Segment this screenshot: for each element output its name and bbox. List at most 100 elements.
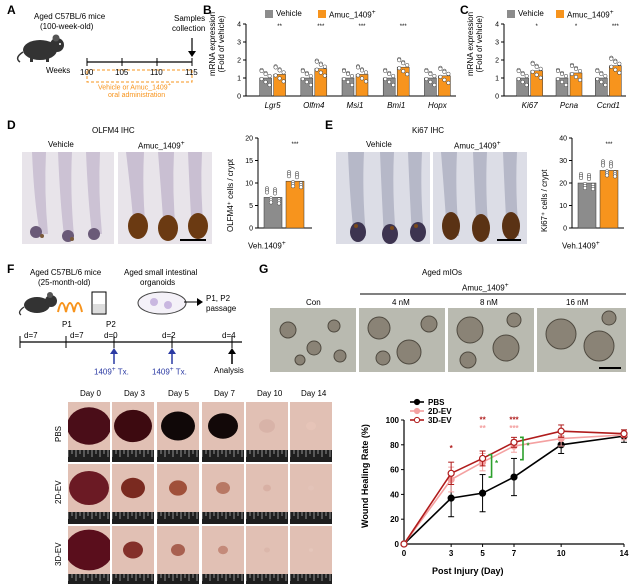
panel-d-dot [272, 191, 278, 196]
treatment-label-2: oral administration [108, 92, 166, 99]
panel-b-bar [424, 77, 437, 97]
panel-c-gene-label: Ki67 [522, 101, 539, 110]
panel-a-title-2: (100-week-old) [40, 22, 94, 31]
organoid-image-con [270, 308, 356, 372]
wound-photo [112, 526, 154, 584]
panel-b-dot [383, 76, 388, 82]
sig-green: * [495, 459, 499, 468]
legend-label: 2D-EV [428, 407, 452, 416]
wound-row-label-2d: 2D-EV [54, 480, 63, 504]
wound-day-label-4: Day 10 [257, 389, 283, 398]
panel-e-dot [604, 173, 610, 178]
wound-spot [259, 419, 275, 433]
panel-d-bar [285, 180, 305, 229]
panel-b-dot [363, 79, 369, 84]
panel-c-dot [534, 72, 539, 77]
panel-label-d: D [7, 118, 16, 132]
wound-spot [69, 471, 109, 505]
panel-c-ytick-label: 2 [495, 58, 499, 65]
panel-c-dot [530, 61, 535, 66]
wound-chart-xtick-label: 7 [512, 549, 517, 558]
data-point [510, 473, 518, 481]
wound-photo [290, 464, 332, 524]
panel-e-dot [612, 174, 618, 179]
wound-chart-xlabel: Post Injury (Day) [432, 566, 504, 576]
panel-f-title-2: (25-month-old) [38, 278, 91, 287]
panel-d-right-label: Amuc_1409+ [138, 140, 185, 151]
panel-c-dot [573, 74, 579, 80]
wound-chart-ytick-label: 100 [386, 416, 400, 425]
panel-c-ytick-label: 3 [495, 40, 499, 47]
ruler-bar [202, 450, 244, 462]
panel-b-ytick-label: 1 [237, 76, 241, 83]
d0-label: d=0 [104, 331, 118, 340]
samples-label-2: collection [172, 24, 206, 33]
panel-c-dot [617, 70, 622, 75]
panel-d-sig: *** [291, 142, 299, 148]
panel-b-dot [397, 66, 402, 71]
ki67-ihc-amuc-image [433, 152, 527, 244]
panel-c-dot [599, 79, 604, 85]
panel-b-ytick-label: 0 [237, 94, 241, 101]
condition-label-2: 8 nM [480, 298, 498, 307]
panel-e-dot [590, 186, 596, 192]
panel-c-dot [559, 79, 565, 85]
wound-photo-drawing [68, 464, 110, 524]
passage-label-1: P1, P2 [206, 294, 231, 303]
panel-c-gene-label: Ccnd1 [597, 101, 620, 110]
wound-spot [218, 545, 228, 555]
wound-spot [68, 407, 110, 445]
sig-red: *** [509, 415, 519, 424]
panel-b-dot [355, 65, 361, 70]
wound-photo [157, 464, 199, 524]
panel-b-sig: *** [358, 24, 366, 30]
wound-spot [308, 485, 314, 491]
panel-b-dot [349, 73, 355, 79]
wound-photo [202, 464, 244, 524]
panel-e-dot [600, 163, 606, 168]
panel-b-dot [277, 76, 282, 81]
panel-b-dot [432, 82, 437, 88]
panel-c-sig: *** [612, 24, 620, 30]
legend-vehicle-c: Vehicle [518, 9, 544, 18]
panel-b-dot [355, 73, 361, 78]
wound-day-label-2: Day 5 [168, 389, 189, 398]
wound-chart-ytick-label: 80 [390, 441, 399, 450]
panel-f-title-1: Aged C57BL/6 mice [30, 268, 102, 277]
panel-d-title: OLFM4 IHC [92, 126, 135, 135]
data-point [510, 438, 518, 446]
panel-d-dot [294, 175, 300, 180]
panel-b-dot [322, 73, 327, 78]
panel-b-dot [383, 68, 388, 74]
panel-e-left-label: Vehicle [366, 140, 392, 149]
ruler-bar [290, 574, 332, 584]
ruler-bar [290, 512, 332, 524]
data-point [447, 494, 455, 502]
panel-e-ytick-label: 0 [563, 226, 567, 233]
panel-b-dot [405, 63, 410, 68]
ruler-bar [246, 512, 288, 524]
panel-b-dot [308, 73, 313, 79]
panel-b-dot [424, 76, 429, 82]
panel-c-dot [538, 75, 543, 80]
panel-label-e: E [325, 118, 334, 132]
panel-c-dot [538, 66, 543, 71]
wound-photo-drawing [112, 402, 154, 462]
panel-c-dot [599, 71, 604, 77]
ruler-bar [157, 574, 199, 584]
wound-day-label-0: Day 0 [80, 389, 101, 398]
panel-b-dot [387, 79, 392, 85]
panel-g-group: Amuc_1409+ [462, 282, 509, 293]
wound-photo-drawing [246, 464, 288, 524]
panel-a-title-1: Aged C57BL/6 mice [34, 12, 106, 21]
panel-b-dot [359, 68, 365, 73]
panel-c-dot [516, 68, 521, 74]
p2-label: P2 [106, 320, 116, 329]
wound-photo [246, 526, 288, 584]
panel-b-dot [345, 79, 351, 85]
wound-chart-ylabel: Wound Healing Rate (%) [360, 424, 370, 528]
panel-b-dot [428, 71, 433, 77]
panel-d-dot [286, 174, 292, 179]
wound-spot [123, 541, 143, 559]
